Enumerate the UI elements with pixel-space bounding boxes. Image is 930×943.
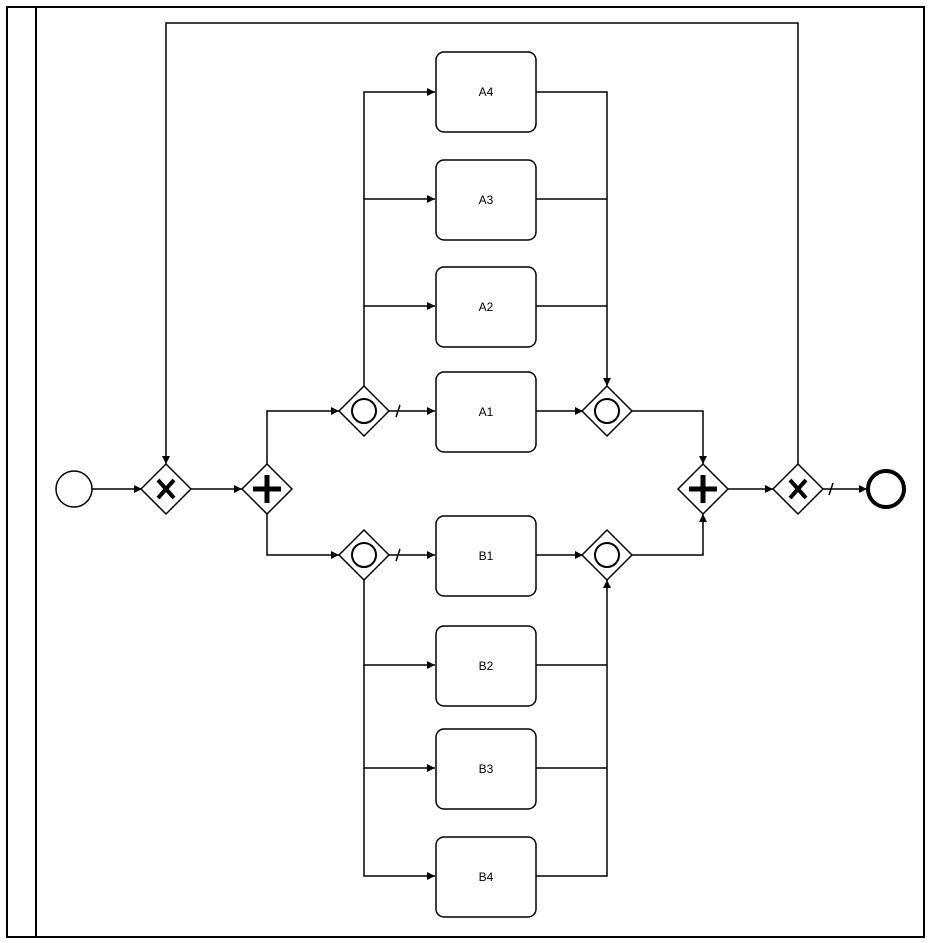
inclusive-split-gateway-a[interactable] xyxy=(337,384,391,438)
exclusive-x-icon xyxy=(788,478,808,500)
xor-join-gateway[interactable] xyxy=(771,462,825,516)
default-flow-mark-b xyxy=(395,548,401,562)
parallel-plus-icon xyxy=(689,475,717,503)
start-event[interactable] xyxy=(55,470,93,508)
task-label: A2 xyxy=(479,300,494,314)
inclusive-circle-icon xyxy=(594,398,620,424)
inclusive-join-gateway-a[interactable] xyxy=(580,384,634,438)
flow-b-split-to-b4 xyxy=(363,768,435,880)
sequence-flows xyxy=(92,22,867,880)
task-a1[interactable]: A1 xyxy=(435,371,537,453)
default-flow-mark-a xyxy=(395,404,401,418)
task-label: A4 xyxy=(479,85,494,99)
flow-a-join-to-parallel-join xyxy=(632,410,707,464)
task-a3[interactable]: A3 xyxy=(435,159,537,241)
task-label: A1 xyxy=(479,405,494,419)
flow-a-split-to-a4 xyxy=(363,88,435,199)
task-b1[interactable]: B1 xyxy=(435,515,537,597)
task-b2[interactable]: B2 xyxy=(435,625,537,707)
inclusive-join-gateway-b[interactable] xyxy=(580,528,634,582)
parallel-split-gateway[interactable] xyxy=(240,462,294,516)
flow-b-join-to-parallel-join xyxy=(632,514,707,556)
task-label: B1 xyxy=(479,549,494,563)
task-a2[interactable]: A2 xyxy=(435,266,537,348)
task-b4[interactable]: B4 xyxy=(435,836,537,918)
flow-parallel-to-b-split xyxy=(266,514,339,559)
task-b3[interactable]: B3 xyxy=(435,728,537,810)
task-label: A3 xyxy=(479,193,494,207)
end-event[interactable] xyxy=(866,469,906,509)
exclusive-x-icon xyxy=(156,478,176,500)
inclusive-circle-icon xyxy=(351,542,377,568)
task-label: B4 xyxy=(479,870,494,884)
task-label: B2 xyxy=(479,659,494,673)
flow-b4-to-b-join xyxy=(536,580,611,877)
default-flow-mark-end xyxy=(828,482,834,496)
inclusive-split-gateway-b[interactable] xyxy=(337,528,391,582)
flow-a4-to-a-join xyxy=(536,91,611,386)
flow-parallel-to-a-split xyxy=(266,407,339,464)
inclusive-circle-icon xyxy=(594,542,620,568)
parallel-join-gateway[interactable] xyxy=(676,462,730,516)
flow-loop-back xyxy=(162,22,799,464)
xor-split-gateway[interactable] xyxy=(139,462,193,516)
task-label: B3 xyxy=(479,762,494,776)
parallel-plus-icon xyxy=(253,475,281,503)
inclusive-circle-icon xyxy=(351,398,377,424)
task-a4[interactable]: A4 xyxy=(435,51,537,133)
